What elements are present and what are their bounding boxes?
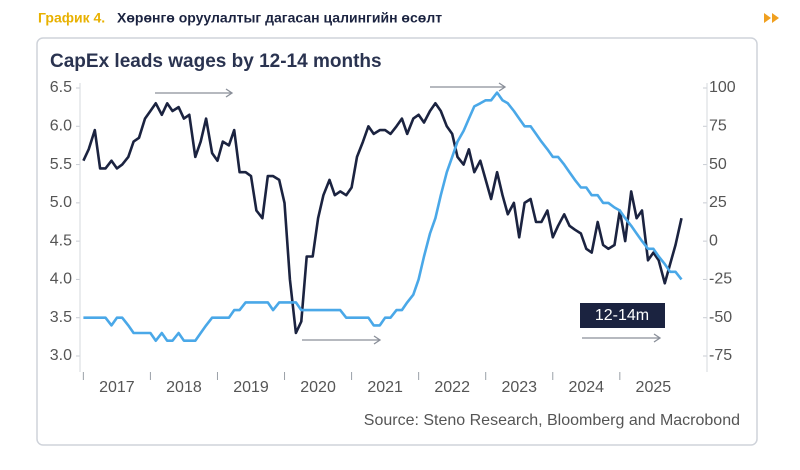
y-tick-label: 3.5 bbox=[50, 309, 72, 326]
y-tick-label: 6.0 bbox=[50, 118, 72, 135]
series-line bbox=[82, 102, 683, 335]
y-tick-label: 5.0 bbox=[50, 194, 72, 211]
y2-tick-label: 100 bbox=[709, 79, 736, 96]
x-tick-label: 2018 bbox=[166, 379, 202, 396]
y2-tick-label: 75 bbox=[709, 118, 727, 135]
y2-tick-label: -25 bbox=[709, 271, 732, 288]
y-tick-label: 4.0 bbox=[50, 271, 72, 288]
y-tick-label: 4.5 bbox=[50, 232, 72, 249]
forward-icon[interactable] bbox=[764, 13, 779, 23]
y-tick-label: 3.0 bbox=[50, 347, 72, 364]
x-tick-label: 2021 bbox=[367, 379, 403, 396]
series-line bbox=[83, 91, 683, 342]
x-tick-label: 2019 bbox=[233, 379, 269, 396]
x-tick-label: 2024 bbox=[568, 379, 604, 396]
source-note: Source: Steno Research, Bloomberg and Ma… bbox=[364, 412, 740, 429]
figure-label: График 4. bbox=[38, 10, 105, 26]
x-tick-label: 2022 bbox=[434, 379, 470, 396]
y-tick-label: 6.5 bbox=[50, 79, 72, 96]
y2-tick-label: -50 bbox=[709, 309, 732, 326]
chart-title: CapEx leads wages by 12-14 months bbox=[50, 51, 382, 72]
x-tick-label: 2025 bbox=[636, 379, 672, 396]
x-tick-label: 2017 bbox=[99, 379, 135, 396]
y2-tick-label: -75 bbox=[709, 347, 732, 364]
y-tick-label: 5.5 bbox=[50, 156, 72, 173]
annotation: 12-14m bbox=[595, 307, 649, 324]
x-tick-label: 2020 bbox=[300, 379, 336, 396]
x-tick-label: 2023 bbox=[501, 379, 537, 396]
chart-frame bbox=[36, 37, 758, 446]
y2-tick-label: 0 bbox=[709, 232, 718, 249]
annotation-box bbox=[580, 303, 665, 328]
figure-title: Хөрөнгө оруулалтыг дагасан цалингийн өсө… bbox=[117, 10, 442, 26]
y2-tick-label: 50 bbox=[709, 156, 727, 173]
lead-arrows bbox=[155, 82, 662, 345]
y2-tick-label: 25 bbox=[709, 194, 727, 211]
